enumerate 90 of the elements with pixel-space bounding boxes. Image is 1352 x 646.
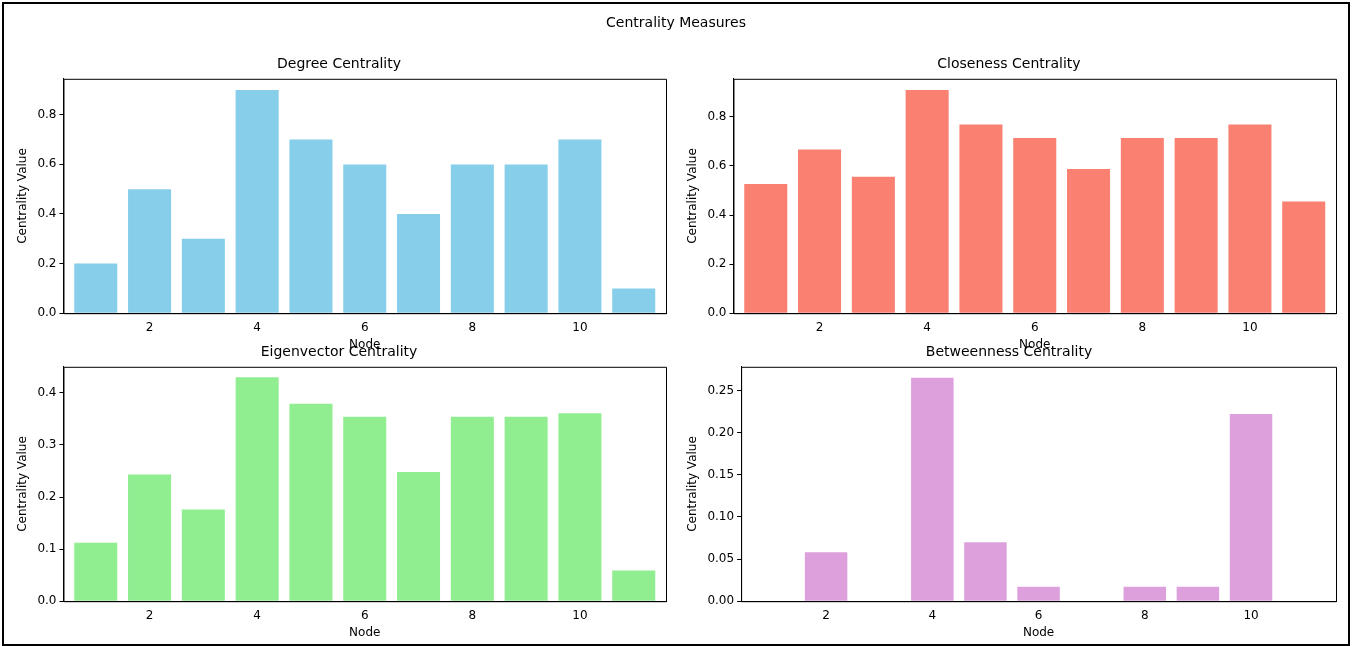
bar — [397, 213, 441, 313]
bar — [798, 149, 842, 313]
bar — [504, 164, 548, 313]
y-tick-label: 0.1 — [37, 541, 57, 556]
y-tick-label: 0.4 — [37, 384, 57, 399]
bar — [612, 288, 656, 313]
x-tick-label: 6 — [1034, 607, 1043, 622]
bar — [235, 89, 279, 313]
bar — [74, 263, 118, 313]
y-tick-label: 0.05 — [707, 551, 735, 566]
chart-title: Degree Centrality — [276, 55, 402, 72]
x-tick-label: 10 — [572, 607, 588, 622]
bar — [450, 164, 494, 313]
y-tick-label: 0.3 — [37, 437, 57, 452]
bar — [1229, 414, 1273, 601]
y-tick-label: 0.00 — [707, 593, 735, 608]
y-tick-label: 0.2 — [707, 256, 727, 271]
x-axis-title: Node — [349, 624, 381, 639]
x-tick-label: 8 — [1138, 319, 1147, 334]
bar — [1176, 586, 1220, 601]
bar — [1228, 124, 1272, 313]
y-tick-label: 0.8 — [37, 106, 57, 121]
y-axis-title: Centrality Value — [685, 436, 700, 532]
bar — [289, 403, 333, 601]
y-tick-label: 0.0 — [37, 593, 57, 608]
y-tick-label: 0.20 — [707, 424, 735, 439]
y-tick-label: 0.2 — [37, 255, 57, 270]
bar — [1067, 168, 1111, 313]
x-tick-label: 8 — [468, 607, 477, 622]
bar — [289, 139, 333, 313]
x-tick-label: 4 — [928, 607, 937, 622]
y-tick-label: 0.8 — [707, 108, 727, 123]
bar — [1017, 586, 1060, 601]
x-tick-label: 8 — [1140, 607, 1149, 622]
bar — [804, 552, 848, 601]
bar — [397, 472, 441, 601]
bar — [181, 238, 225, 313]
bar — [964, 542, 1007, 601]
y-tick-label: 0.6 — [707, 158, 727, 173]
bar — [343, 416, 387, 601]
bar — [504, 416, 548, 601]
x-tick-label: 2 — [145, 319, 154, 334]
x-axis-title: Node — [1022, 624, 1055, 639]
y-tick-label: 0.4 — [707, 207, 727, 222]
y-axis-title: Centrality Value — [15, 436, 30, 532]
x-tick-label: 10 — [572, 319, 588, 334]
y-tick-label: 0.10 — [707, 509, 735, 524]
bar — [1013, 137, 1057, 313]
y-tick-label: 0.6 — [37, 156, 57, 171]
bar — [905, 90, 949, 313]
bar — [235, 377, 279, 601]
bar — [1120, 137, 1164, 313]
bar — [343, 164, 387, 313]
x-tick-label: 6 — [1030, 319, 1039, 334]
bar — [558, 139, 602, 313]
bar — [74, 542, 118, 601]
x-tick-label: 4 — [253, 607, 261, 622]
bar — [959, 124, 1003, 313]
bar — [1282, 201, 1326, 313]
x-tick-label: 2 — [822, 607, 830, 622]
text: Centrality Measures — [605, 14, 747, 30]
y-axis-title: Centrality Value — [685, 148, 700, 244]
bar — [128, 189, 172, 313]
x-tick-label: 10 — [1242, 319, 1258, 334]
bar — [128, 474, 172, 601]
bar — [1174, 137, 1218, 313]
y-tick-label: 0.2 — [37, 489, 57, 504]
x-tick-label: 4 — [923, 319, 931, 334]
x-tick-label: 6 — [360, 319, 369, 334]
bar — [450, 416, 494, 601]
bar — [558, 413, 602, 601]
chart-title: Closeness Centrality — [937, 55, 1081, 72]
bar — [1123, 586, 1167, 601]
x-tick-label: 6 — [360, 607, 369, 622]
x-tick-label: 2 — [145, 607, 154, 622]
x-tick-label: 2 — [815, 319, 824, 334]
bar — [744, 184, 788, 313]
y-axis-title: Centrality Value — [15, 148, 30, 244]
x-tick-label: 4 — [253, 319, 261, 334]
bar — [851, 176, 895, 313]
y-tick-label: 0.4 — [37, 206, 57, 221]
bar — [612, 570, 656, 601]
x-tick-label: 8 — [468, 319, 477, 334]
bar — [181, 509, 225, 601]
x-tick-label: 10 — [1243, 607, 1259, 622]
y-tick-label: 0.25 — [707, 382, 735, 397]
bar — [911, 377, 954, 601]
y-tick-label: 0.15 — [707, 466, 735, 481]
y-tick-label: 0.0 — [707, 305, 727, 320]
y-tick-label: 0.0 — [37, 305, 57, 320]
